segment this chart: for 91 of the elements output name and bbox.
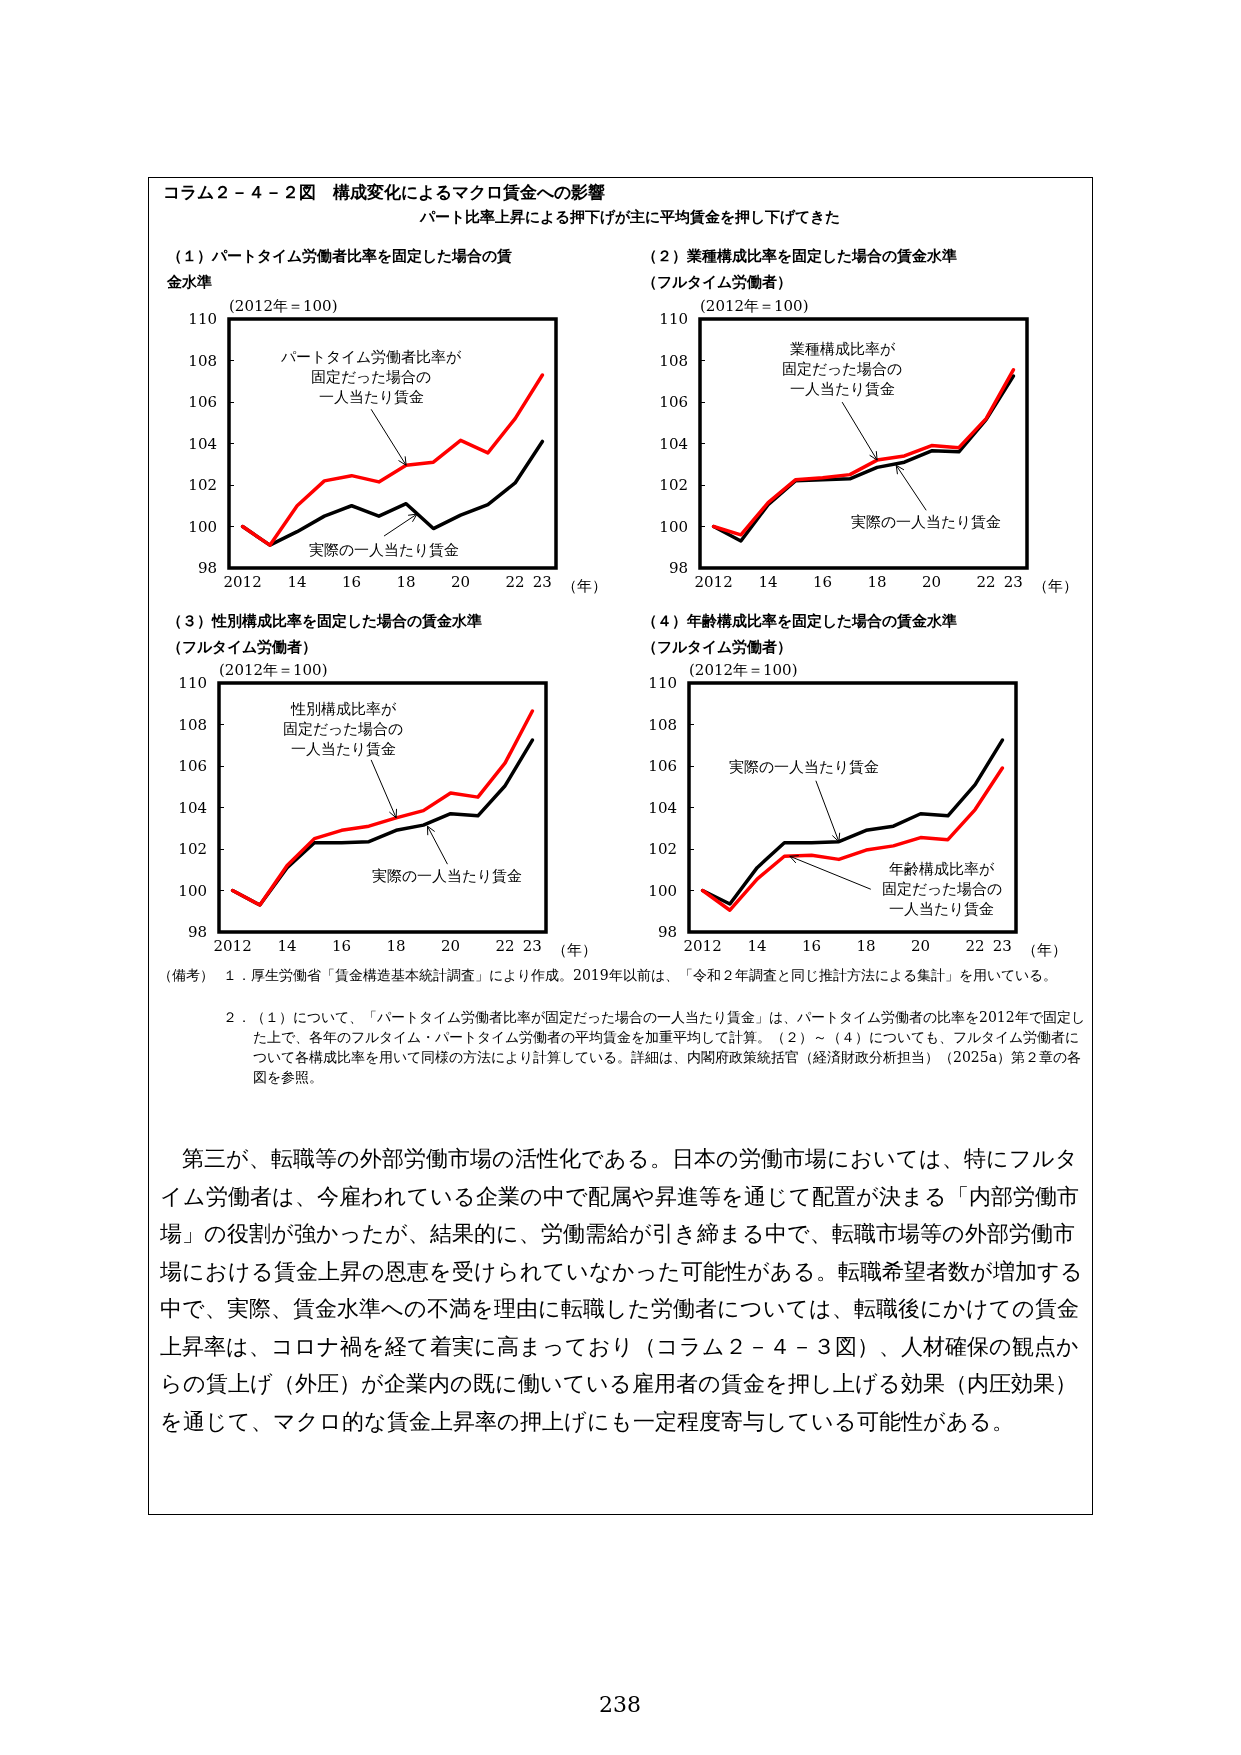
annotation: 一人当たり賃金 bbox=[289, 738, 397, 759]
y-axis-title: (2012年＝100) bbox=[219, 660, 328, 679]
y-tick-label: 98 bbox=[657, 923, 677, 941]
x-tick-label: 2012 bbox=[213, 936, 252, 955]
text: ２．（１）について、「パートタイム労働者比率が固定だった場合の一人当たり賃金」は、パートタイム労働者の比率を2012年で固定した上で、各年のフルタイム・パートタイム労働者の平均賃金を加重平均して計算。（２）～（４）についても、フルタイム労働者について各構成比率を用いて同様の方法により計算している。詳細は、内閣府政策統括官（経済財政分析担当）（2025a）第２章の各図を参照。 bbox=[223, 1008, 1085, 1087]
x-axis-title: （年） bbox=[562, 576, 607, 595]
annotation: 実際の一人当たり賃金 bbox=[850, 512, 1003, 533]
x-tick-label: 2012 bbox=[223, 572, 262, 591]
x-tick-label: 20 bbox=[441, 936, 461, 955]
annotation: 固定だった場合の bbox=[310, 367, 433, 388]
x-tick-label: 18 bbox=[856, 936, 876, 955]
x-tick-label: 2012 bbox=[694, 572, 733, 591]
annotation: 固定だった場合の bbox=[282, 718, 405, 739]
y-tick-label: 108 bbox=[178, 715, 207, 734]
y-tick-label: 104 bbox=[648, 798, 677, 817]
annotation: 一人当たり賃金 bbox=[788, 379, 896, 400]
annotation: 固定だった場合の bbox=[781, 359, 904, 380]
y-tick-label: 110 bbox=[659, 310, 688, 328]
y-axis-title: (2012年＝100) bbox=[229, 296, 338, 315]
y-tick-label: 102 bbox=[648, 840, 677, 858]
annotation: 一人当たり賃金 bbox=[888, 899, 996, 920]
y-tick-label: 108 bbox=[659, 351, 688, 370]
y-tick-label: 100 bbox=[178, 881, 207, 900]
x-tick-label: 16 bbox=[813, 572, 833, 591]
y-axis-title: (2012年＝100) bbox=[689, 660, 798, 679]
x-tick-label: 23 bbox=[522, 936, 542, 955]
y-tick-label: 100 bbox=[188, 517, 217, 536]
x-tick-label: 22 bbox=[505, 572, 525, 591]
x-tick-label: 22 bbox=[976, 572, 996, 591]
y-tick-label: 98 bbox=[197, 559, 217, 577]
y-tick-label: 108 bbox=[188, 351, 217, 370]
x-tick-label: 22 bbox=[495, 936, 515, 955]
x-tick-label: 14 bbox=[287, 572, 307, 591]
x-axis-title: （年） bbox=[1033, 576, 1078, 595]
y-tick-label: 106 bbox=[178, 757, 207, 775]
text: （備考） bbox=[158, 966, 214, 985]
x-tick-label: 16 bbox=[802, 936, 822, 955]
y-tick-label: 104 bbox=[659, 434, 688, 453]
y-tick-label: 100 bbox=[648, 881, 677, 900]
chart-title: （２）業種構成比率を固定した場合の賃金水準（フルタイム労働者） bbox=[642, 247, 957, 291]
annotation: 実際の一人当たり賃金 bbox=[308, 540, 460, 561]
x-tick-label: 20 bbox=[911, 936, 931, 955]
x-tick-label: 16 bbox=[342, 572, 362, 591]
x-tick-label: 18 bbox=[396, 572, 416, 591]
x-tick-label: 23 bbox=[1003, 572, 1023, 591]
annotation: 一人当たり賃金 bbox=[317, 387, 425, 408]
y-tick-label: 102 bbox=[178, 840, 207, 858]
x-tick-label: 18 bbox=[867, 572, 887, 591]
y-tick-label: 102 bbox=[188, 476, 217, 494]
y-tick-label: 98 bbox=[668, 559, 688, 577]
y-tick-label: 106 bbox=[659, 393, 688, 411]
annotation: 年齢構成比率が bbox=[888, 859, 996, 880]
x-tick-label: 23 bbox=[532, 572, 552, 591]
text: コラム２－４－２図 構成変化によるマクロ賃金への影響 bbox=[163, 181, 605, 204]
y-tick-label: 104 bbox=[188, 434, 217, 453]
y-tick-label: 102 bbox=[659, 476, 688, 494]
x-tick-label: 22 bbox=[965, 936, 985, 955]
annotation: 実際の一人当たり賃金 bbox=[727, 756, 880, 777]
y-tick-label: 108 bbox=[648, 715, 677, 734]
x-tick-label: 14 bbox=[758, 572, 778, 591]
annotation: 性別構成比率が bbox=[289, 698, 397, 719]
x-tick-label: 16 bbox=[332, 936, 352, 955]
chart-title: （１）パートタイム労働者比率を固定した場合の賃金水準 bbox=[166, 247, 512, 291]
y-tick-label: 100 bbox=[659, 517, 688, 536]
chart-title: （４）年齢構成比率を固定した場合の賃金水準（フルタイム労働者） bbox=[642, 612, 957, 656]
y-tick-label: 110 bbox=[648, 674, 677, 692]
text: パート比率上昇による押下げが主に平均賃金を押し下げてきた bbox=[418, 208, 841, 227]
chart-title: （３）性別構成比率を固定した場合の賃金水準（フルタイム労働者） bbox=[167, 612, 482, 656]
x-tick-label: 20 bbox=[451, 572, 471, 591]
y-tick-label: 106 bbox=[648, 757, 677, 775]
x-axis-title: （年） bbox=[1022, 940, 1067, 959]
y-tick-label: 98 bbox=[187, 923, 207, 941]
text: 第三が、転職等の外部労働市場の活性化である。日本の労働市場においては、特にフルタイム労働者は、今雇われている企業の中で配属や昇進等を通じて配置が決まる「内部労働市場」の役割が強かったが、結果的に、労働需給が引き締まる中で、転職市場等の外部労働市場における賃金上昇の恩恵を受けられていなかった可能性がある。転職希望者数が増加する中で、実際、賃金水準への不満を理由に転職した労働者については、転職後にかけての賃金上昇率は、コロナ禍を経て着実に高まっており（コラム２－４－３図）、人材確保の観点からの賃上げ（外圧）が企業内の既に働いている雇用者の賃金を押し上げる効果（内圧効果）を通じて、マクロ的な賃金上昇率の押上げにも一定程度寄与している可能性がある。 bbox=[160, 1145, 1084, 1436]
annotation: 業種構成比率が bbox=[788, 339, 896, 360]
y-tick-label: 110 bbox=[188, 310, 217, 328]
x-tick-label: 14 bbox=[277, 936, 297, 955]
x-tick-label: 14 bbox=[747, 936, 767, 955]
x-tick-label: 18 bbox=[386, 936, 406, 955]
x-tick-label: 23 bbox=[992, 936, 1012, 955]
y-tick-label: 110 bbox=[178, 674, 207, 692]
x-tick-label: 2012 bbox=[683, 936, 722, 955]
y-tick-label: 106 bbox=[188, 393, 217, 411]
x-axis-title: （年） bbox=[552, 940, 597, 959]
annotation: パートタイム労働者比率が bbox=[280, 347, 463, 368]
y-tick-label: 104 bbox=[178, 798, 207, 817]
x-tick-label: 20 bbox=[922, 572, 942, 591]
text: １．厚生労働省「賃金構造基本統計調査」により作成。2019年以前は、「令和２年調査と同じ推計方法による集計」を用いている。 bbox=[223, 966, 1058, 985]
y-axis-title: (2012年＝100) bbox=[700, 296, 809, 315]
annotation: 実際の一人当たり賃金 bbox=[371, 866, 524, 887]
text: 238 bbox=[598, 1692, 642, 1717]
annotation: 固定だった場合の bbox=[880, 879, 1003, 900]
